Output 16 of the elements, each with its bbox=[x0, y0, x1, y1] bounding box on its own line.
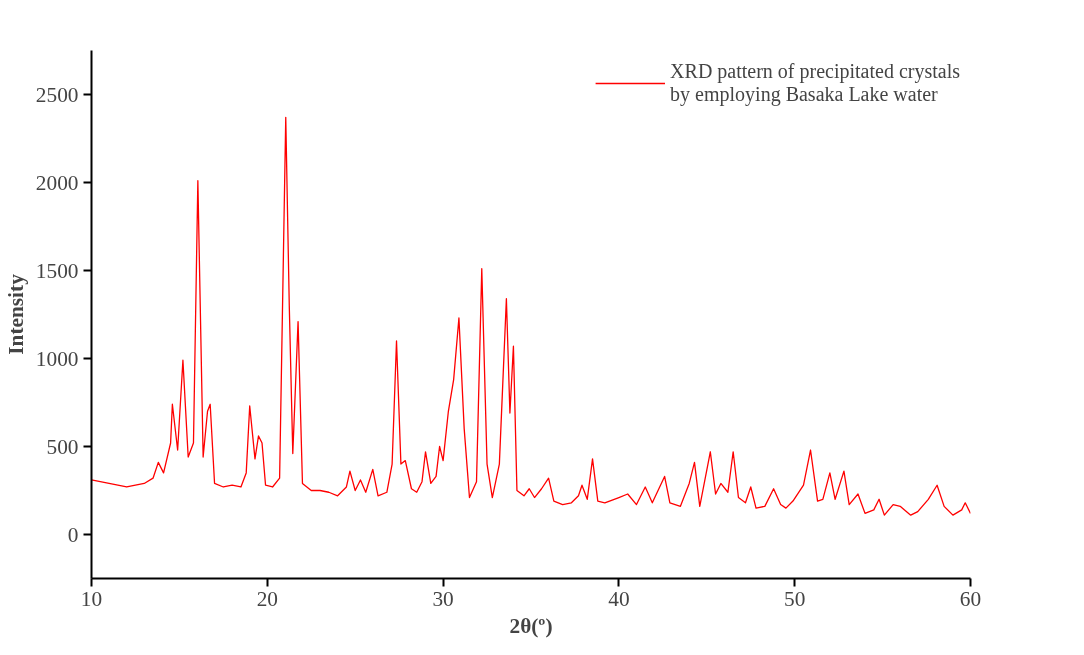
y-axis-title: Intensity bbox=[3, 273, 28, 355]
x-tick-label: 30 bbox=[432, 586, 454, 611]
y-tick-label: 0 bbox=[67, 522, 79, 547]
y-tick-label: 2000 bbox=[35, 170, 79, 195]
x-tick-label: 40 bbox=[608, 586, 630, 611]
x-tick-label: 60 bbox=[959, 586, 982, 611]
legend-label: XRD pattern of precipitated crystals by employing Basaka Lake water bbox=[670, 60, 960, 106]
y-tick-label: 500 bbox=[46, 434, 79, 459]
x-tick-label: 10 bbox=[80, 586, 103, 611]
y-tick-label: 2500 bbox=[35, 82, 79, 107]
x-tick-label: 20 bbox=[256, 586, 278, 611]
line-series bbox=[91, 116, 971, 516]
y-tick-label: 1000 bbox=[35, 346, 79, 371]
y-tick-label: 1500 bbox=[35, 258, 79, 283]
x-tick-label: 50 bbox=[784, 586, 806, 611]
x-axis-title: 2θ(º) bbox=[509, 613, 553, 638]
